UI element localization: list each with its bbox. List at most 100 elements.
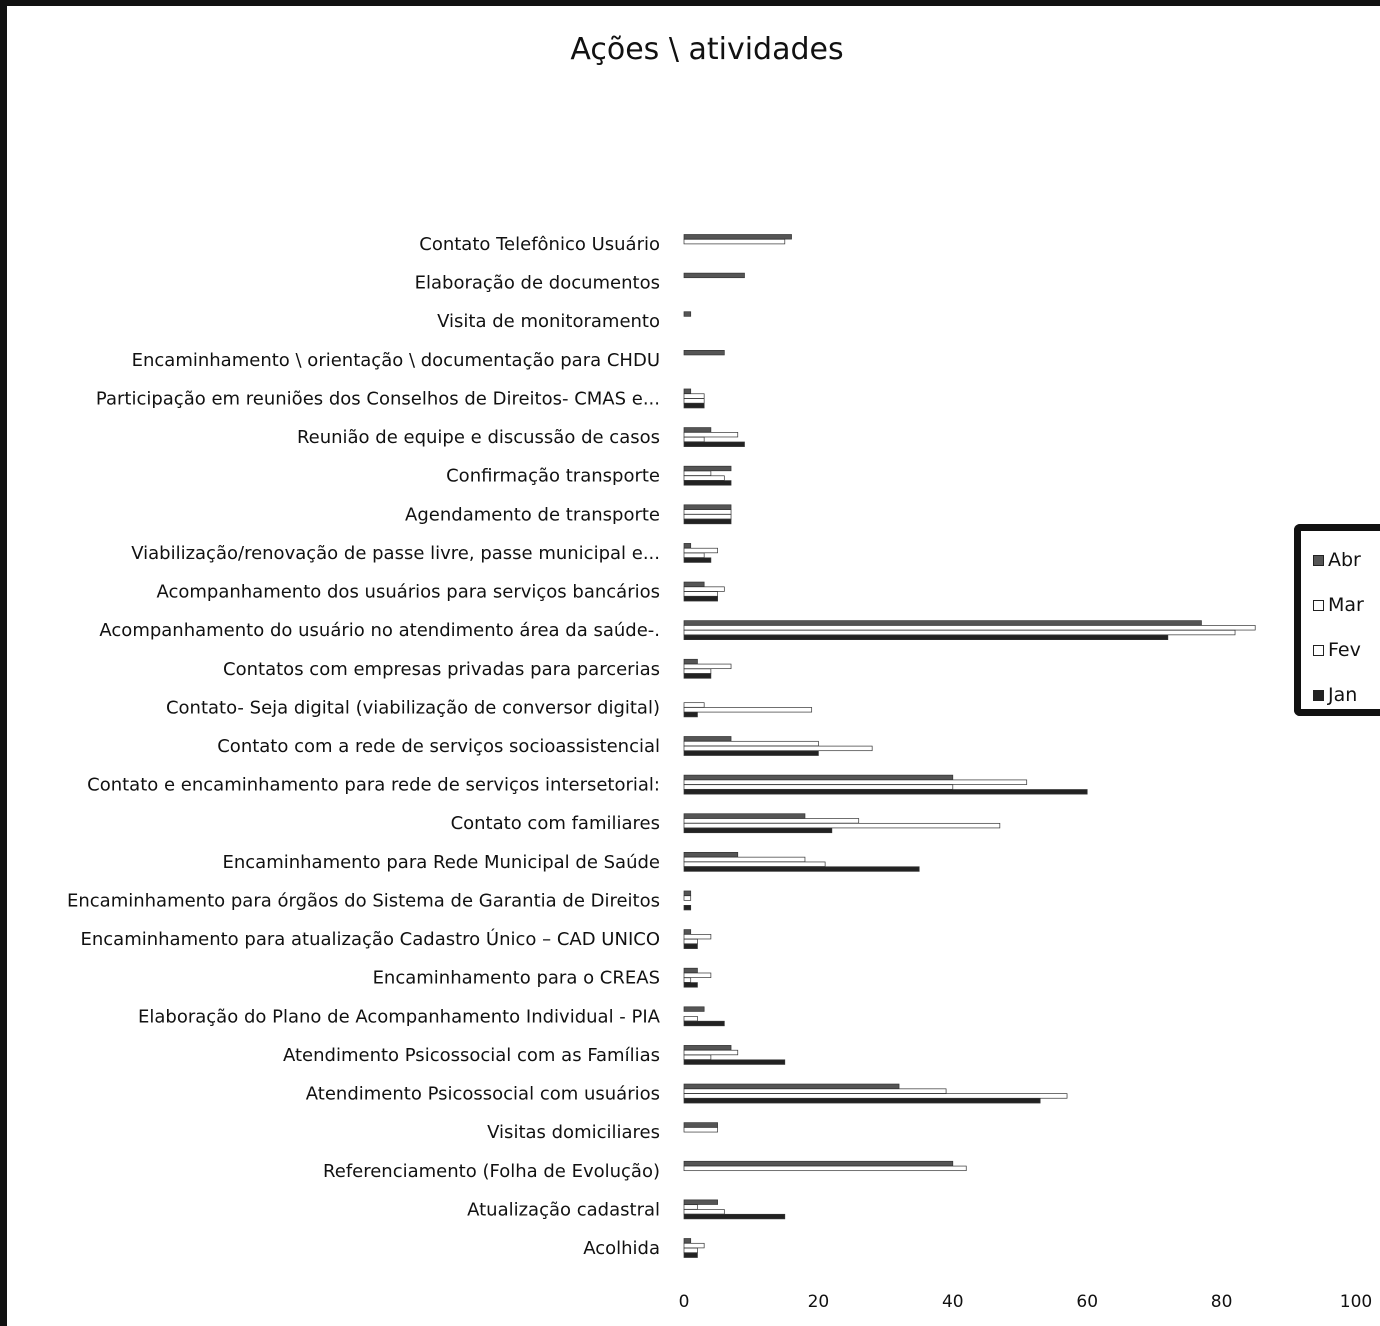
bar-mar (683, 586, 725, 592)
bar-fev (683, 475, 725, 481)
bar-jan (683, 403, 705, 409)
legend-label-abr: Abr (1328, 549, 1361, 571)
category-label: Atendimento Psicossocial com as Famílias (283, 1045, 660, 1066)
x-tick-label: 20 (808, 1292, 830, 1312)
bar-jan (683, 518, 732, 525)
bar-mar (683, 1088, 947, 1094)
legend-swatch-mar (1313, 599, 1324, 611)
category-label: Contato e encaminhamento para rede de se… (87, 775, 660, 796)
legend-swatch-abr (1313, 554, 1324, 566)
bar-fev (683, 668, 712, 674)
legend-swatch-jan (1313, 689, 1324, 701)
bar-fev (683, 398, 705, 404)
x-tick-label: 0 (679, 1292, 690, 1312)
bar-abr (683, 234, 792, 240)
legend: Abr Mar Fev Jan (1294, 524, 1380, 716)
legend-label-jan: Jan (1328, 684, 1358, 706)
bar-jan (683, 827, 833, 834)
legend-swatch-fev (1313, 644, 1324, 656)
x-tick-label: 100 (1340, 1292, 1372, 1312)
bar-fev (683, 1247, 698, 1254)
bar-mar (683, 509, 732, 515)
legend-item-jan: Jan (1313, 683, 1357, 707)
bar-fev (683, 514, 732, 520)
bar-abr (683, 504, 732, 510)
bar-abr (683, 774, 954, 781)
category-label: Agendamento de transporte (405, 504, 660, 525)
bar-jan (683, 866, 920, 872)
bar-fev (683, 1016, 698, 1022)
bar-abr (683, 1160, 954, 1167)
bar-fev (683, 938, 698, 945)
bar-mar (683, 547, 718, 554)
bar-mar (683, 663, 732, 670)
bar-abr (683, 1122, 718, 1128)
bar-fev (683, 745, 873, 752)
bar-fev (683, 784, 954, 790)
bar-abr (683, 967, 698, 974)
category-label: Acompanhamento dos usuários para serviço… (156, 582, 660, 603)
bar-jan (683, 1020, 725, 1027)
legend-label-mar: Mar (1328, 594, 1364, 616)
bar-abr (683, 388, 692, 394)
bar-abr (683, 851, 739, 858)
bar-mar (683, 1165, 967, 1172)
category-label: Contato com a rede de serviços socioassi… (217, 736, 660, 757)
bar-mar (683, 895, 692, 901)
category-label: Atualização cadastral (467, 1199, 660, 1220)
bar-jan (683, 1213, 786, 1220)
bar-abr (683, 1006, 705, 1012)
bar-jan (683, 480, 732, 486)
bar-mar (683, 238, 786, 245)
category-label: Reunião de equipe e discussão de casos (297, 427, 660, 448)
category-label: Atendimento Psicossocial com usuários (306, 1084, 660, 1105)
bar-mar (683, 934, 712, 940)
bar-abr (683, 1199, 718, 1205)
category-label: Encaminhamento \ orientação \ documentaç… (132, 350, 660, 371)
bar-mar (683, 856, 806, 863)
category-label: Encaminhamento para o CREAS (373, 968, 660, 989)
category-label: Confirmação transporte (446, 466, 660, 487)
category-label: Viabilização/renovação de passe livre, p… (131, 543, 660, 564)
category-label: Contato- Seja digital (viabilização de c… (166, 697, 660, 718)
bar-abr (683, 350, 725, 356)
bar-fev (683, 822, 1001, 829)
bar-jan (683, 1059, 786, 1065)
bar-abr (683, 543, 692, 549)
legend-item-fev: Fev (1313, 638, 1361, 662)
bar-abr (683, 272, 745, 279)
bar-abr (683, 658, 698, 665)
bar-jan (683, 711, 698, 718)
bar-fev (683, 436, 705, 443)
category-label: Elaboração de documentos (415, 273, 660, 294)
bar-mar (683, 818, 860, 824)
bar-jan (683, 634, 1169, 640)
x-tick-label: 40 (942, 1292, 964, 1312)
bar-jan (683, 1252, 698, 1258)
bar-jan (683, 441, 745, 447)
bar-abr (683, 465, 732, 472)
bar-abr (683, 620, 1202, 626)
bar-abr (683, 427, 712, 433)
category-label: Contatos com empresas privadas para parc… (223, 659, 660, 680)
category-label: Participação em reuniões dos Conselhos d… (96, 388, 660, 409)
bar-jan (683, 1098, 1041, 1104)
bar-mar (683, 1204, 698, 1210)
category-label: Acolhida (583, 1238, 660, 1259)
bar-mar (683, 702, 705, 708)
category-label: Visita de monitoramento (437, 311, 660, 332)
category-label: Encaminhamento para órgãos do Sistema de… (67, 890, 660, 911)
bar-fev (683, 707, 813, 713)
bar-abr (683, 813, 806, 819)
bar-jan (683, 557, 712, 563)
bar-jan (683, 982, 698, 988)
bar-mar (683, 393, 705, 399)
category-label: Elaboração do Plano de Acompanhamento In… (138, 1006, 661, 1027)
bar-mar (683, 972, 712, 978)
bar-jan (683, 673, 712, 679)
bar-mar (683, 740, 819, 747)
category-label: Encaminhamento para atualização Cadastro… (81, 928, 661, 950)
bar-abr (683, 1238, 692, 1244)
